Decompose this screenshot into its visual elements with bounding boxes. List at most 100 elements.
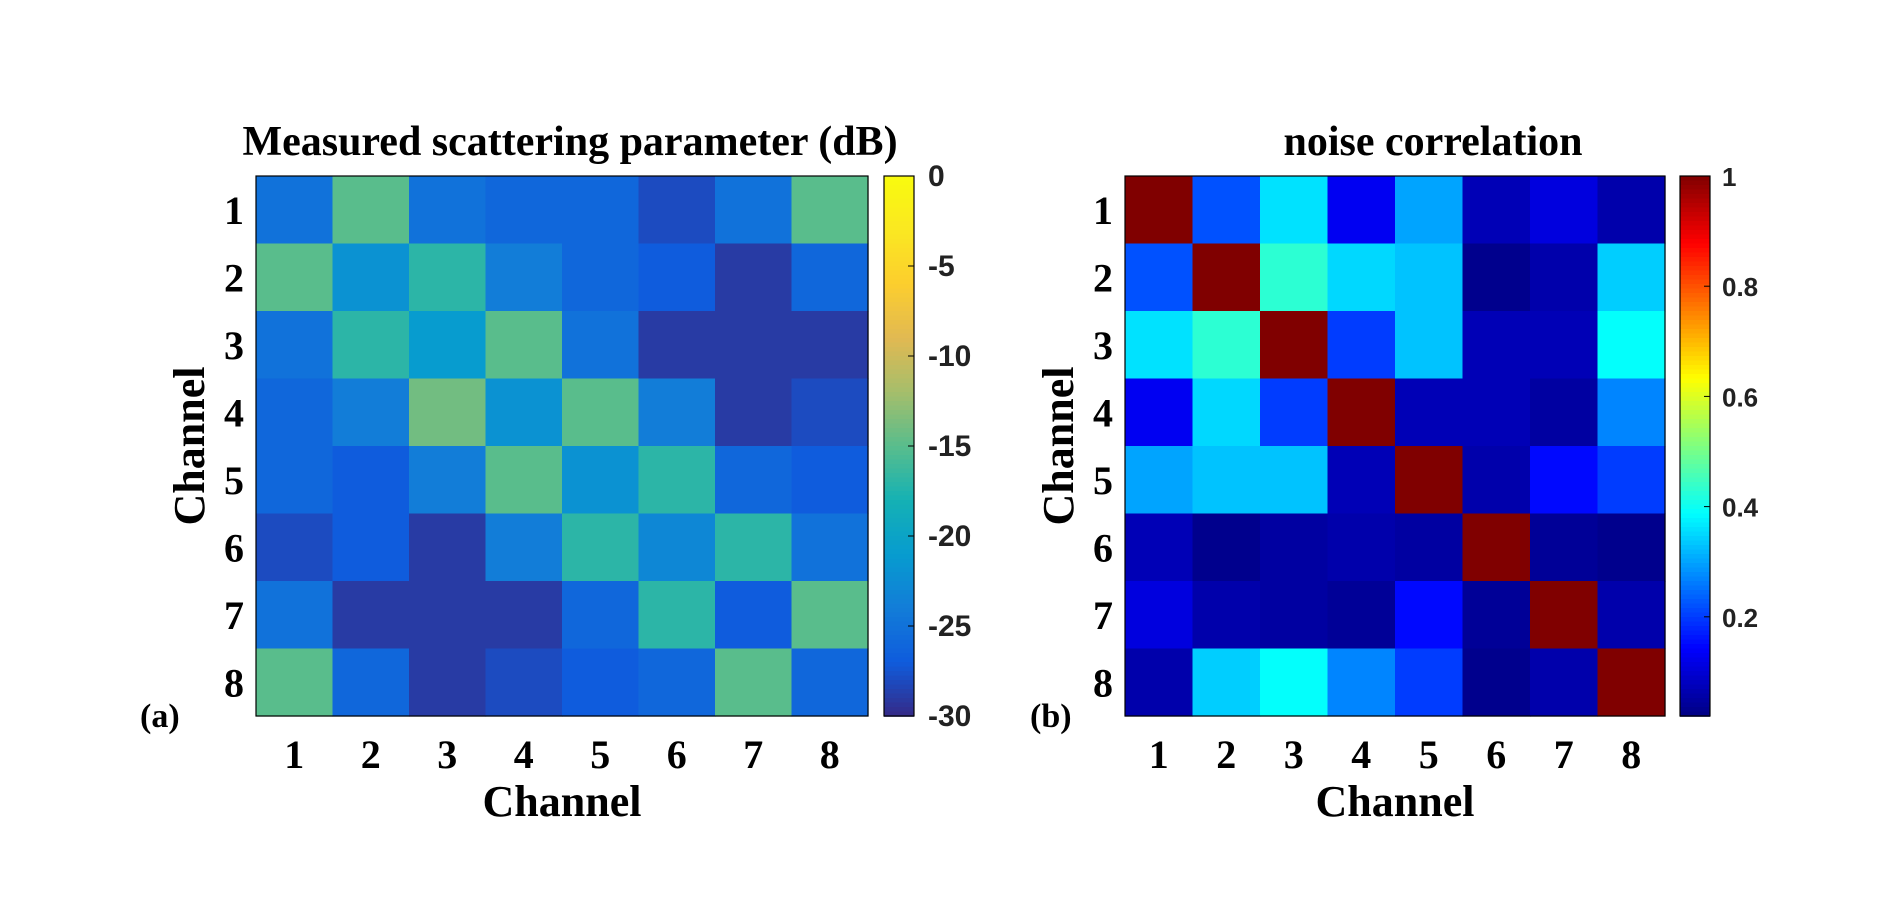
colorbar-segment	[1680, 689, 1710, 695]
heatmap-cell-r8-c6	[1462, 648, 1531, 717]
colorbar-segment	[1680, 657, 1710, 663]
colorbar-segment	[1680, 653, 1710, 659]
colorbar-segment	[1680, 189, 1710, 195]
colorbar-segment	[1680, 500, 1710, 506]
colorbar-segment	[884, 680, 914, 686]
colorbar-segment	[1680, 360, 1710, 366]
y-tick-label: 2	[224, 255, 244, 300]
heatmap-cell-r5-c8	[791, 446, 869, 515]
y-tick-label: 7	[224, 593, 244, 638]
heatmap-cell-r6-c5	[1395, 513, 1464, 582]
colorbar-segment	[1680, 306, 1710, 312]
heatmap-cell-r2-c2	[332, 243, 410, 312]
colorbar-segment	[884, 513, 914, 519]
colorbar-segment	[884, 342, 914, 348]
colorbar-segment	[884, 428, 914, 434]
colorbar-segment	[1680, 644, 1710, 650]
colorbar-segment	[1680, 194, 1710, 200]
colorbar-segment	[884, 639, 914, 645]
y-tick-label: 8	[224, 660, 244, 705]
panel-a-heatmap: Measured scattering parameter (dB) 1 2 3 4 5 6…	[140, 119, 971, 826]
colorbar-segment	[1680, 684, 1710, 690]
heatmap-cell-r2-c4	[485, 243, 563, 312]
colorbar-segment	[884, 198, 914, 204]
heatmap-cell-r7-c5	[1395, 581, 1464, 650]
heatmap-cell-r1-c8	[1597, 176, 1666, 245]
heatmap-cell-r7-c2	[332, 581, 410, 650]
colorbar-segment	[1680, 428, 1710, 434]
heatmap-cell-r8-c3	[409, 648, 487, 717]
heatmap-cell-r6-c8	[1597, 513, 1666, 582]
heatmap-cell-r4-c4	[1327, 378, 1396, 447]
colorbar-segment	[1680, 185, 1710, 191]
heatmap-cell-r8-c2	[332, 648, 410, 717]
colorbar-segment	[1680, 626, 1710, 632]
heatmap-cell-r1-c2	[1192, 176, 1261, 245]
colorbar-segment	[884, 324, 914, 330]
heatmap-cell-r5-c8	[1597, 446, 1666, 515]
x-tick-label: 6	[1486, 732, 1506, 777]
colorbar-segment	[1680, 617, 1710, 623]
colorbar-segment	[1680, 288, 1710, 294]
colorbar-segment	[884, 216, 914, 222]
y-tick-label: 3	[224, 323, 244, 368]
colorbar-segment	[884, 270, 914, 276]
x-tick-label: 6	[667, 732, 687, 777]
heatmap-cell-r1-c6	[638, 176, 716, 245]
heatmap-cell-r5-c2	[1192, 446, 1261, 515]
colorbar-segment	[884, 329, 914, 335]
colorbar-segment	[884, 500, 914, 506]
colorbar-segment	[884, 374, 914, 380]
colorbar-segment	[1680, 473, 1710, 479]
colorbar-segment	[884, 203, 914, 209]
colorbar-segment	[1680, 603, 1710, 609]
colorbar-segment	[884, 599, 914, 605]
colorbar-segment	[884, 567, 914, 573]
colorbar-tick-label: 0.8	[1722, 272, 1758, 302]
colorbar-segment	[1680, 554, 1710, 560]
heatmap-cell-r2-c1	[1125, 243, 1194, 312]
heatmap-cell-r8-c7	[1530, 648, 1599, 717]
colorbar-segment	[884, 261, 914, 267]
heatmap-cell-r6-c1	[256, 513, 334, 582]
colorbar-segment	[884, 248, 914, 254]
y-tick-label: 2	[1093, 255, 1113, 300]
colorbar-segment	[1680, 225, 1710, 231]
heatmap-cell-r6-c7	[715, 513, 793, 582]
heatmap-cell-r6-c1	[1125, 513, 1194, 582]
heatmap-cell-r7-c3	[1260, 581, 1329, 650]
colorbar-segment	[884, 279, 914, 285]
colorbar-segment	[884, 464, 914, 470]
heatmap-cell-r6-c2	[332, 513, 410, 582]
x-tick-label: 5	[1419, 732, 1439, 777]
colorbar-segment	[1680, 567, 1710, 573]
colorbar-segment	[884, 509, 914, 515]
colorbar: 0 -5 -10 -15 -20 -25 -30	[883, 160, 971, 733]
x-tick-label: 3	[437, 732, 457, 777]
colorbar-frame	[1679, 175, 1711, 717]
colorbar-segment	[884, 338, 914, 344]
colorbar-segment	[1680, 243, 1710, 249]
heatmap-cell-r6-c7	[1530, 513, 1599, 582]
heatmap-cell-r5-c7	[715, 446, 793, 515]
colorbar-segment	[884, 594, 914, 600]
colorbar-segment	[884, 423, 914, 429]
colorbar-segment	[1680, 468, 1710, 474]
heatmap-cell-r6-c3	[1260, 513, 1329, 582]
colorbar-segment	[884, 684, 914, 690]
heatmap-cell-r1-c6	[1462, 176, 1531, 245]
heatmap-cell-r3-c3	[1260, 311, 1329, 380]
colorbar-segment	[884, 383, 914, 389]
colorbar-segment	[884, 702, 914, 708]
heatmap-cell-r4-c6	[638, 378, 716, 447]
heatmap-cell-r8-c1	[256, 648, 334, 717]
x-tick-label: 1	[284, 732, 304, 777]
heatmap-cell-r8-c4	[1327, 648, 1396, 717]
colorbar-segment	[884, 572, 914, 578]
heatmap-cell-r3-c5	[562, 311, 640, 380]
plot-frame	[1124, 175, 1666, 717]
heatmap-cell-r5-c3	[1260, 446, 1329, 515]
heatmap-cell-r3-c6	[638, 311, 716, 380]
x-axis-label: Channel	[1316, 777, 1475, 826]
